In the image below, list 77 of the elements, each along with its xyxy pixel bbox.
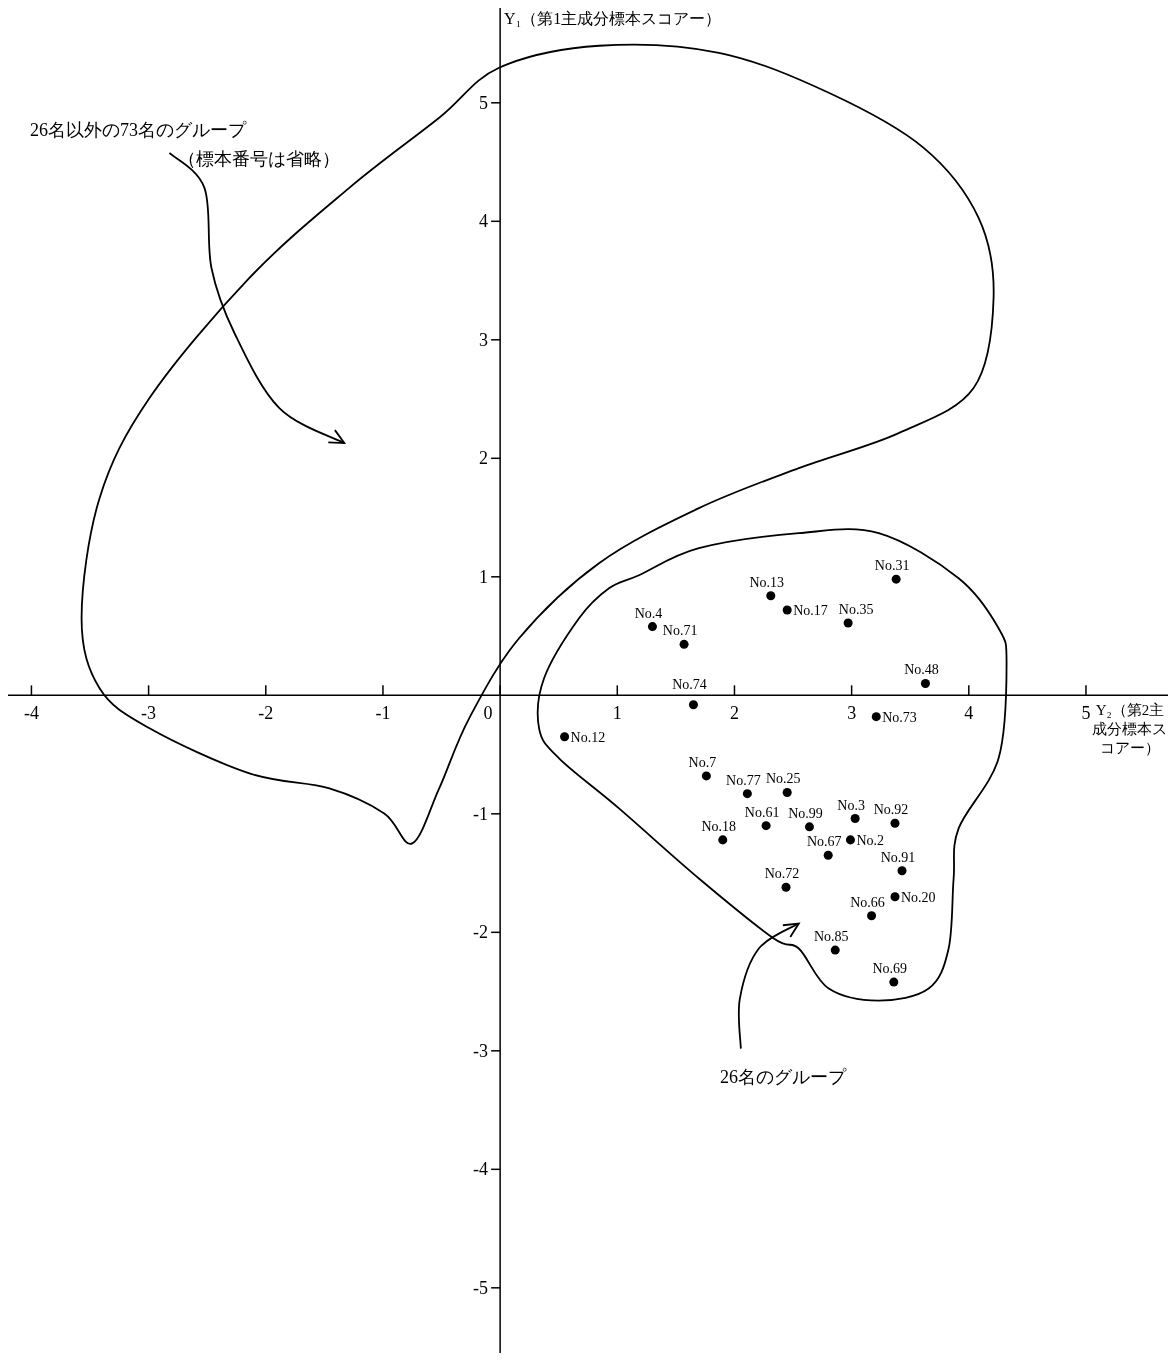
x-tick-label: 5: [1081, 703, 1091, 724]
x-tick-label: -3: [141, 703, 157, 724]
point: [891, 574, 901, 584]
x-tick-label: -2: [258, 703, 274, 724]
x-tick-label: 3: [847, 703, 857, 724]
point: [845, 835, 855, 845]
x-tick-label: -4: [23, 703, 39, 724]
y-tick-label: -3: [473, 1040, 489, 1061]
point: [718, 835, 728, 845]
point: [560, 732, 570, 742]
point: [920, 678, 930, 688]
point: [897, 866, 907, 876]
data-label: No.72: [764, 866, 800, 882]
data-label: No.31: [874, 558, 910, 574]
point: [830, 945, 840, 955]
data-label: No.35: [838, 602, 874, 618]
y-tick-label: -1: [473, 803, 489, 824]
data-label: No.48: [904, 662, 939, 678]
point: [867, 911, 877, 921]
data-label: No.92: [873, 802, 909, 818]
data-label: No.18: [701, 818, 737, 834]
point: [766, 591, 776, 601]
y-tick-label: -2: [473, 922, 489, 943]
point: [850, 814, 860, 824]
point: [782, 787, 792, 797]
data-label: No.73: [882, 709, 917, 725]
data-label: No.4: [634, 605, 663, 621]
data-label: No.77: [726, 772, 761, 788]
data-label: No.7: [688, 754, 717, 770]
point: [871, 712, 881, 722]
x-axis-title: Y₂（第2主成分標本スコアー）: [1091, 701, 1168, 759]
point: [781, 882, 791, 892]
y-tick-label: -5: [473, 1277, 489, 1298]
point: [701, 771, 711, 781]
y-tick-label: 3: [479, 329, 489, 350]
y-tick-label: 1: [479, 566, 489, 587]
y-tick-label: -4: [473, 1159, 489, 1180]
data-label: No.20: [900, 889, 936, 905]
point: [688, 700, 698, 710]
y-tick-label: 4: [479, 211, 489, 232]
x-tick-label: 4: [964, 703, 974, 724]
data-label: No.61: [744, 804, 780, 820]
point: [804, 822, 814, 832]
annotation: 26名のグループ: [720, 1067, 847, 1087]
data-label: No.66: [850, 894, 885, 910]
y-tick-label: 5: [479, 92, 489, 113]
data-label: No.74: [672, 676, 707, 692]
data-label: No.99: [788, 805, 823, 821]
point: [843, 618, 853, 628]
x-tick-label: 2: [729, 703, 739, 724]
data-label: No.17: [793, 602, 828, 618]
point: [647, 622, 657, 632]
data-label: No.12: [570, 729, 606, 745]
data-label: No.71: [662, 623, 698, 639]
point: [890, 892, 900, 902]
point: [761, 821, 771, 831]
data-label: No.69: [872, 961, 908, 977]
data-label: No.91: [880, 849, 916, 865]
data-label: No.85: [813, 929, 849, 945]
x-tick-label: -1: [375, 703, 391, 724]
data-label: No.25: [765, 771, 801, 787]
annotation: 26名以外の73名のグループ: [30, 120, 247, 140]
x-tick-label: 1: [612, 703, 622, 724]
data-label: No.13: [749, 574, 785, 590]
data-label: No.67: [806, 834, 842, 850]
point: [742, 789, 752, 799]
point: [823, 850, 833, 860]
point: [679, 639, 689, 649]
point: [890, 818, 900, 828]
point: [889, 977, 899, 987]
data-label: No.2: [856, 832, 885, 848]
point: [782, 605, 792, 615]
y-tick-label: 2: [479, 448, 489, 469]
x-tick-label: 0: [483, 703, 493, 724]
y-axis-title: Y₁（第1主成分標本スコアー）: [504, 10, 722, 27]
annotation: （標本番号は省略）: [178, 149, 340, 169]
data-label: No.3: [837, 797, 865, 813]
